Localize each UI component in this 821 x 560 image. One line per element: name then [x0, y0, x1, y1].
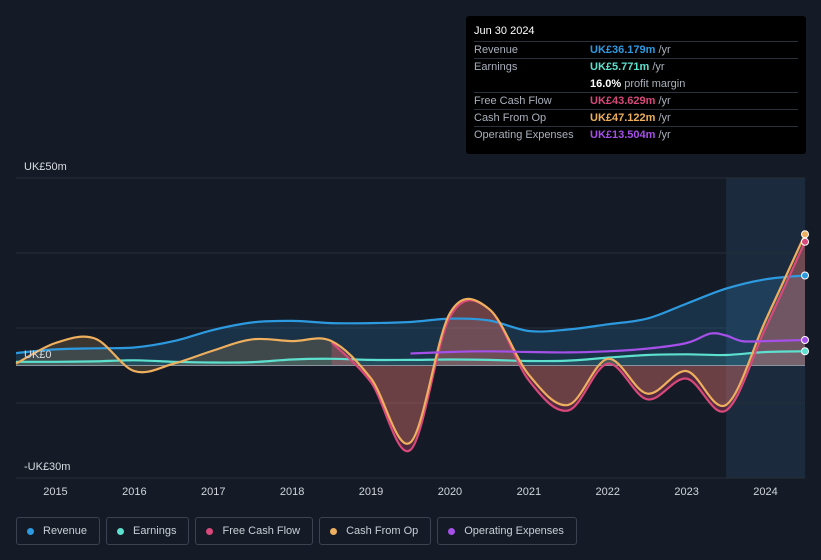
x-tick-label: 2024 [753, 486, 777, 498]
tooltip-unit: /yr [658, 112, 671, 124]
tooltip-value: 16.0% [590, 77, 622, 90]
legend-item-revenue[interactable]: Revenue [16, 517, 101, 545]
legend-dot-icon [330, 527, 338, 535]
tooltip-label: Revenue [474, 44, 519, 56]
tooltip-unit: /yr [658, 44, 671, 56]
tooltip-row-cash-from-op: Cash From Op UK£47.122m /yr [474, 109, 798, 126]
series-fill-cash-from-op [16, 234, 805, 444]
series-end-markers [801, 230, 809, 356]
x-tick-label: 2019 [359, 486, 383, 498]
end-marker-cash-from-op [801, 230, 809, 239]
x-tick-label: 2017 [201, 486, 225, 498]
legend-label: Earnings [133, 525, 177, 537]
tooltip-label: Operating Expenses [474, 129, 574, 141]
end-marker-revenue [801, 271, 809, 280]
x-axis-ticks: 2015 2016 2017 2018 2019 2020 2021 2022 2023 2024 [43, 486, 778, 498]
y-tick-label-zero: UK£0 [24, 349, 52, 361]
data-tooltip: Jun 30 2024 Revenue UK£36.179m /yr Earni… [466, 16, 806, 154]
legend-dot-icon [27, 527, 34, 535]
series-line-earnings [15, 350, 806, 364]
y-tick-label-bottom: -UK£30m [24, 461, 70, 473]
tooltip-value: UK£5.771m [590, 61, 650, 73]
x-tick-label: 2015 [43, 486, 67, 498]
end-marker-earnings [801, 347, 809, 356]
tooltip-value: UK£13.504m [590, 129, 656, 141]
tooltip-unit: /yr [658, 129, 671, 141]
x-tick-label: 2020 [438, 486, 462, 498]
series-line-free-cash-flow [330, 241, 806, 453]
legend-item-earnings[interactable]: Earnings [106, 517, 190, 545]
tooltip-value: UK£36.179m [590, 44, 656, 56]
tooltip-row-operating-expenses: Operating Expenses UK£13.504m /yr [474, 126, 798, 143]
legend-dot-icon [206, 527, 214, 535]
tooltip-row-earnings: Earnings UK£5.771m /yr [474, 58, 798, 75]
end-marker-operating-expenses [801, 336, 809, 344]
x-tick-label: 2023 [674, 486, 698, 498]
legend-label: Cash From Op [346, 525, 419, 537]
gridlines [16, 177, 805, 479]
series-line-operating-expenses [410, 332, 806, 355]
series-line-cash-from-op [15, 233, 806, 445]
tooltip-label: Earnings [474, 61, 518, 73]
legend-dot-icon [117, 527, 125, 535]
legend-item-cash-from-op[interactable]: Cash From Op [319, 517, 432, 545]
tooltip-label: Free Cash Flow [474, 95, 552, 107]
end-marker-free-cash-flow [801, 237, 809, 246]
series-fills [16, 234, 805, 452]
series-fill-earnings [16, 351, 805, 366]
legend-item-free-cash-flow[interactable]: Free Cash Flow [195, 517, 314, 545]
x-tick-label: 2021 [517, 486, 541, 498]
legend-label: Operating Expenses [464, 525, 564, 537]
series-fill-revenue [16, 275, 805, 366]
tooltip-row-free-cash-flow: Free Cash Flow UK£43.629m /yr [474, 92, 798, 109]
x-tick-label: 2022 [596, 486, 620, 498]
legend-label: Free Cash Flow [222, 525, 301, 537]
tooltip-unit: /yr [658, 95, 671, 107]
tooltip-date: Jun 30 2024 [474, 25, 535, 37]
legend-dot-icon [448, 527, 456, 535]
tooltip-row-revenue: Revenue UK£36.179m /yr [474, 41, 798, 58]
tooltip-unit: profit margin [624, 77, 686, 90]
tooltip-value: UK£43.629m [590, 95, 656, 107]
legend-label: Revenue [43, 525, 88, 537]
tooltip-label: Cash From Op [474, 112, 547, 124]
tooltip-unit: /yr [652, 61, 665, 73]
series-line-revenue [15, 274, 806, 355]
legend-item-operating-expenses[interactable]: Operating Expenses [437, 517, 577, 545]
chart-legend: Revenue Earnings Free Cash Flow Cash Fro… [16, 517, 577, 545]
tooltip-value: UK£47.122m [590, 112, 656, 124]
tooltip-row-profit-margin: 16.0% profit margin [474, 75, 798, 92]
y-tick-label-top: UK£50m [24, 161, 67, 173]
series-lines [15, 233, 806, 453]
x-tick-label: 2018 [280, 486, 304, 498]
series-fill-free-cash-flow [331, 241, 805, 452]
x-tick-label: 2016 [122, 486, 146, 498]
